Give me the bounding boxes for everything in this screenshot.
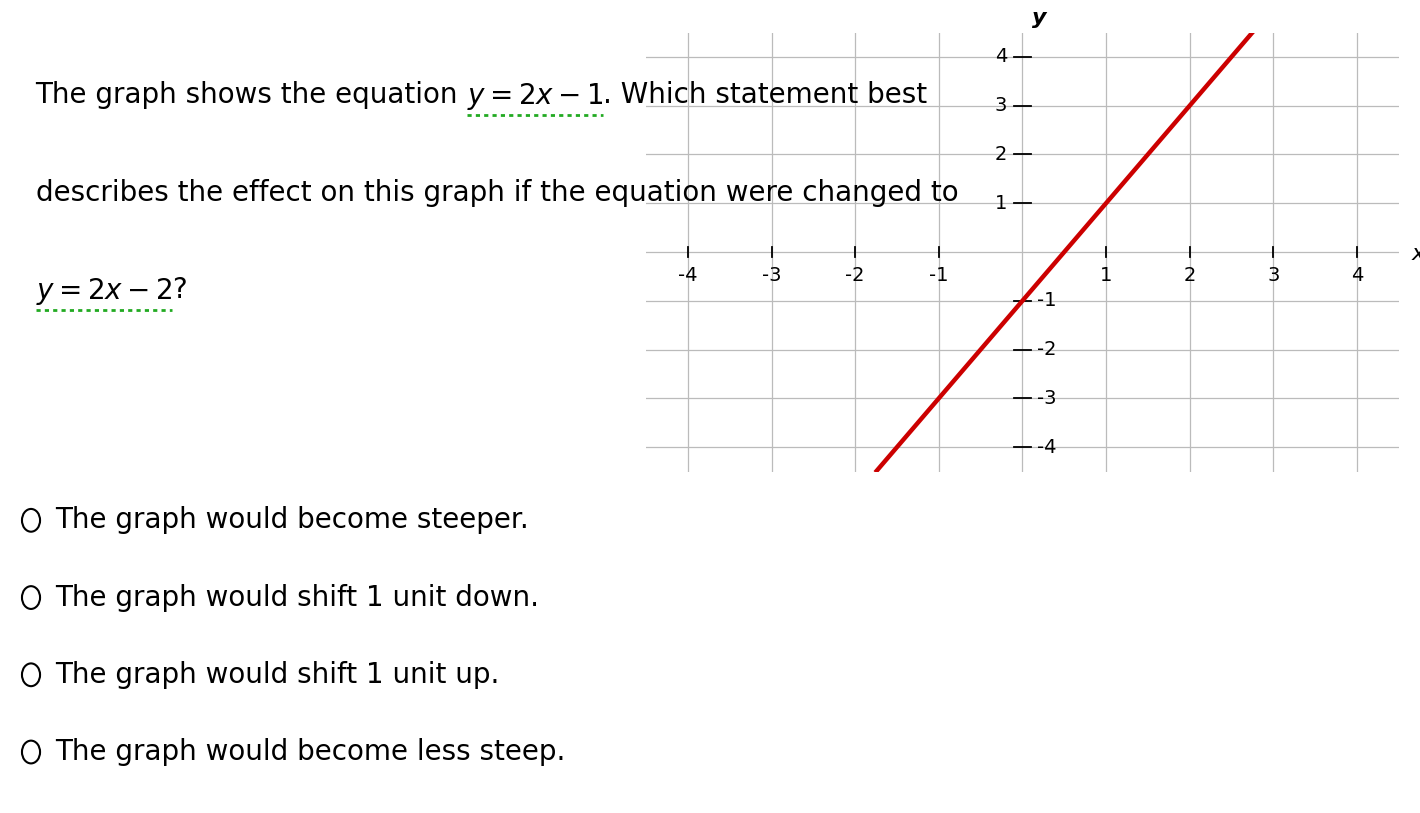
Text: 1: 1 (1100, 266, 1112, 285)
Text: describes the effect on this graph if the equation were changed to: describes the effect on this graph if th… (36, 179, 958, 207)
Text: -1: -1 (929, 266, 949, 285)
Text: -4: -4 (1038, 437, 1056, 457)
Text: y: y (1032, 7, 1047, 28)
Text: $y = 2x - 2$: $y = 2x - 2$ (36, 276, 172, 307)
Text: 4: 4 (1350, 266, 1363, 285)
Text: -4: -4 (679, 266, 697, 285)
Text: -2: -2 (1038, 340, 1056, 359)
Text: 4: 4 (995, 47, 1007, 67)
Text: . Which statement best: . Which statement best (604, 81, 927, 109)
Text: 1: 1 (995, 193, 1007, 213)
Text: 2: 2 (995, 145, 1007, 164)
Text: 3: 3 (995, 96, 1007, 115)
Text: $y = 2x - 1$: $y = 2x - 1$ (467, 81, 604, 112)
Text: 2: 2 (1183, 266, 1196, 285)
Text: ?: ? (172, 276, 186, 304)
Text: -3: -3 (1038, 389, 1056, 408)
Text: x: x (1411, 245, 1420, 264)
Text: -2: -2 (845, 266, 865, 285)
Text: The graph would shift 1 unit up.: The graph would shift 1 unit up. (55, 661, 500, 689)
Text: 3: 3 (1267, 266, 1279, 285)
Text: The graph shows the equation: The graph shows the equation (36, 81, 467, 109)
Text: The graph would become steeper.: The graph would become steeper. (55, 506, 528, 534)
Text: The graph would shift 1 unit down.: The graph would shift 1 unit down. (55, 584, 540, 611)
Text: The graph would become less steep.: The graph would become less steep. (55, 738, 565, 766)
Text: -1: -1 (1038, 291, 1056, 311)
Text: -3: -3 (761, 266, 781, 285)
